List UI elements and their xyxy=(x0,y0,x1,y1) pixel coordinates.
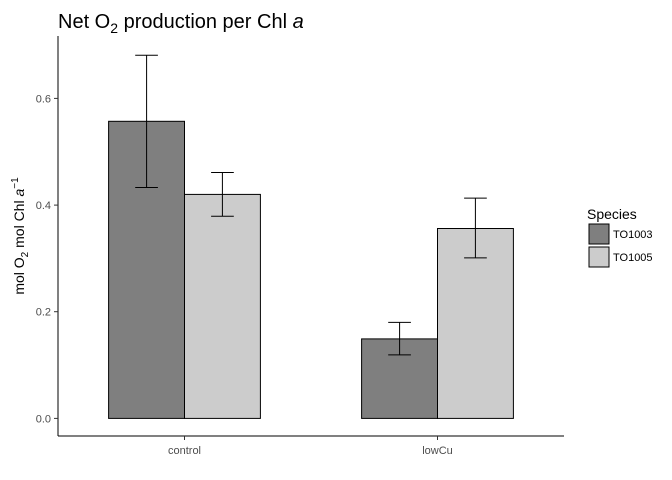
x-tick-label: lowCu xyxy=(422,445,453,457)
y-tick-label: 0.2 xyxy=(36,307,51,319)
legend-title: Species xyxy=(587,206,637,222)
errorbar-TO1003-control xyxy=(135,54,158,188)
y-tick-label: 0.4 xyxy=(36,200,51,212)
legend-label-TO1005: TO1005 xyxy=(613,252,653,264)
legend-label-TO1003: TO1003 xyxy=(613,229,653,241)
bar-TO1005-control xyxy=(184,193,261,419)
y-axis-title: mol O2 mol Chl a−1 xyxy=(10,177,31,295)
y-tick-label: 0.0 xyxy=(36,413,51,425)
legend-items: TO1003 TO1005 xyxy=(588,223,653,268)
bars-layer xyxy=(108,120,514,419)
y-ticks-layer: 0.0 0.2 0.4 0.6 xyxy=(36,93,58,425)
errorbar-TO1005-control xyxy=(211,172,234,217)
x-ticks-layer: control lowCu xyxy=(168,436,453,457)
x-tick-label: control xyxy=(168,445,201,457)
legend-key-TO1003 xyxy=(588,223,610,245)
legend-key-TO1005 xyxy=(588,246,610,268)
errorbar-TO1005-lowCu xyxy=(464,197,487,259)
errorbars-layer xyxy=(135,54,487,356)
chart-title: Net O2 production per Chl a xyxy=(58,11,304,36)
y-tick-label: 0.6 xyxy=(36,93,51,105)
legend: Species TO1003 TO1005 xyxy=(587,206,653,268)
errorbar-TO1003-lowCu xyxy=(388,321,411,356)
